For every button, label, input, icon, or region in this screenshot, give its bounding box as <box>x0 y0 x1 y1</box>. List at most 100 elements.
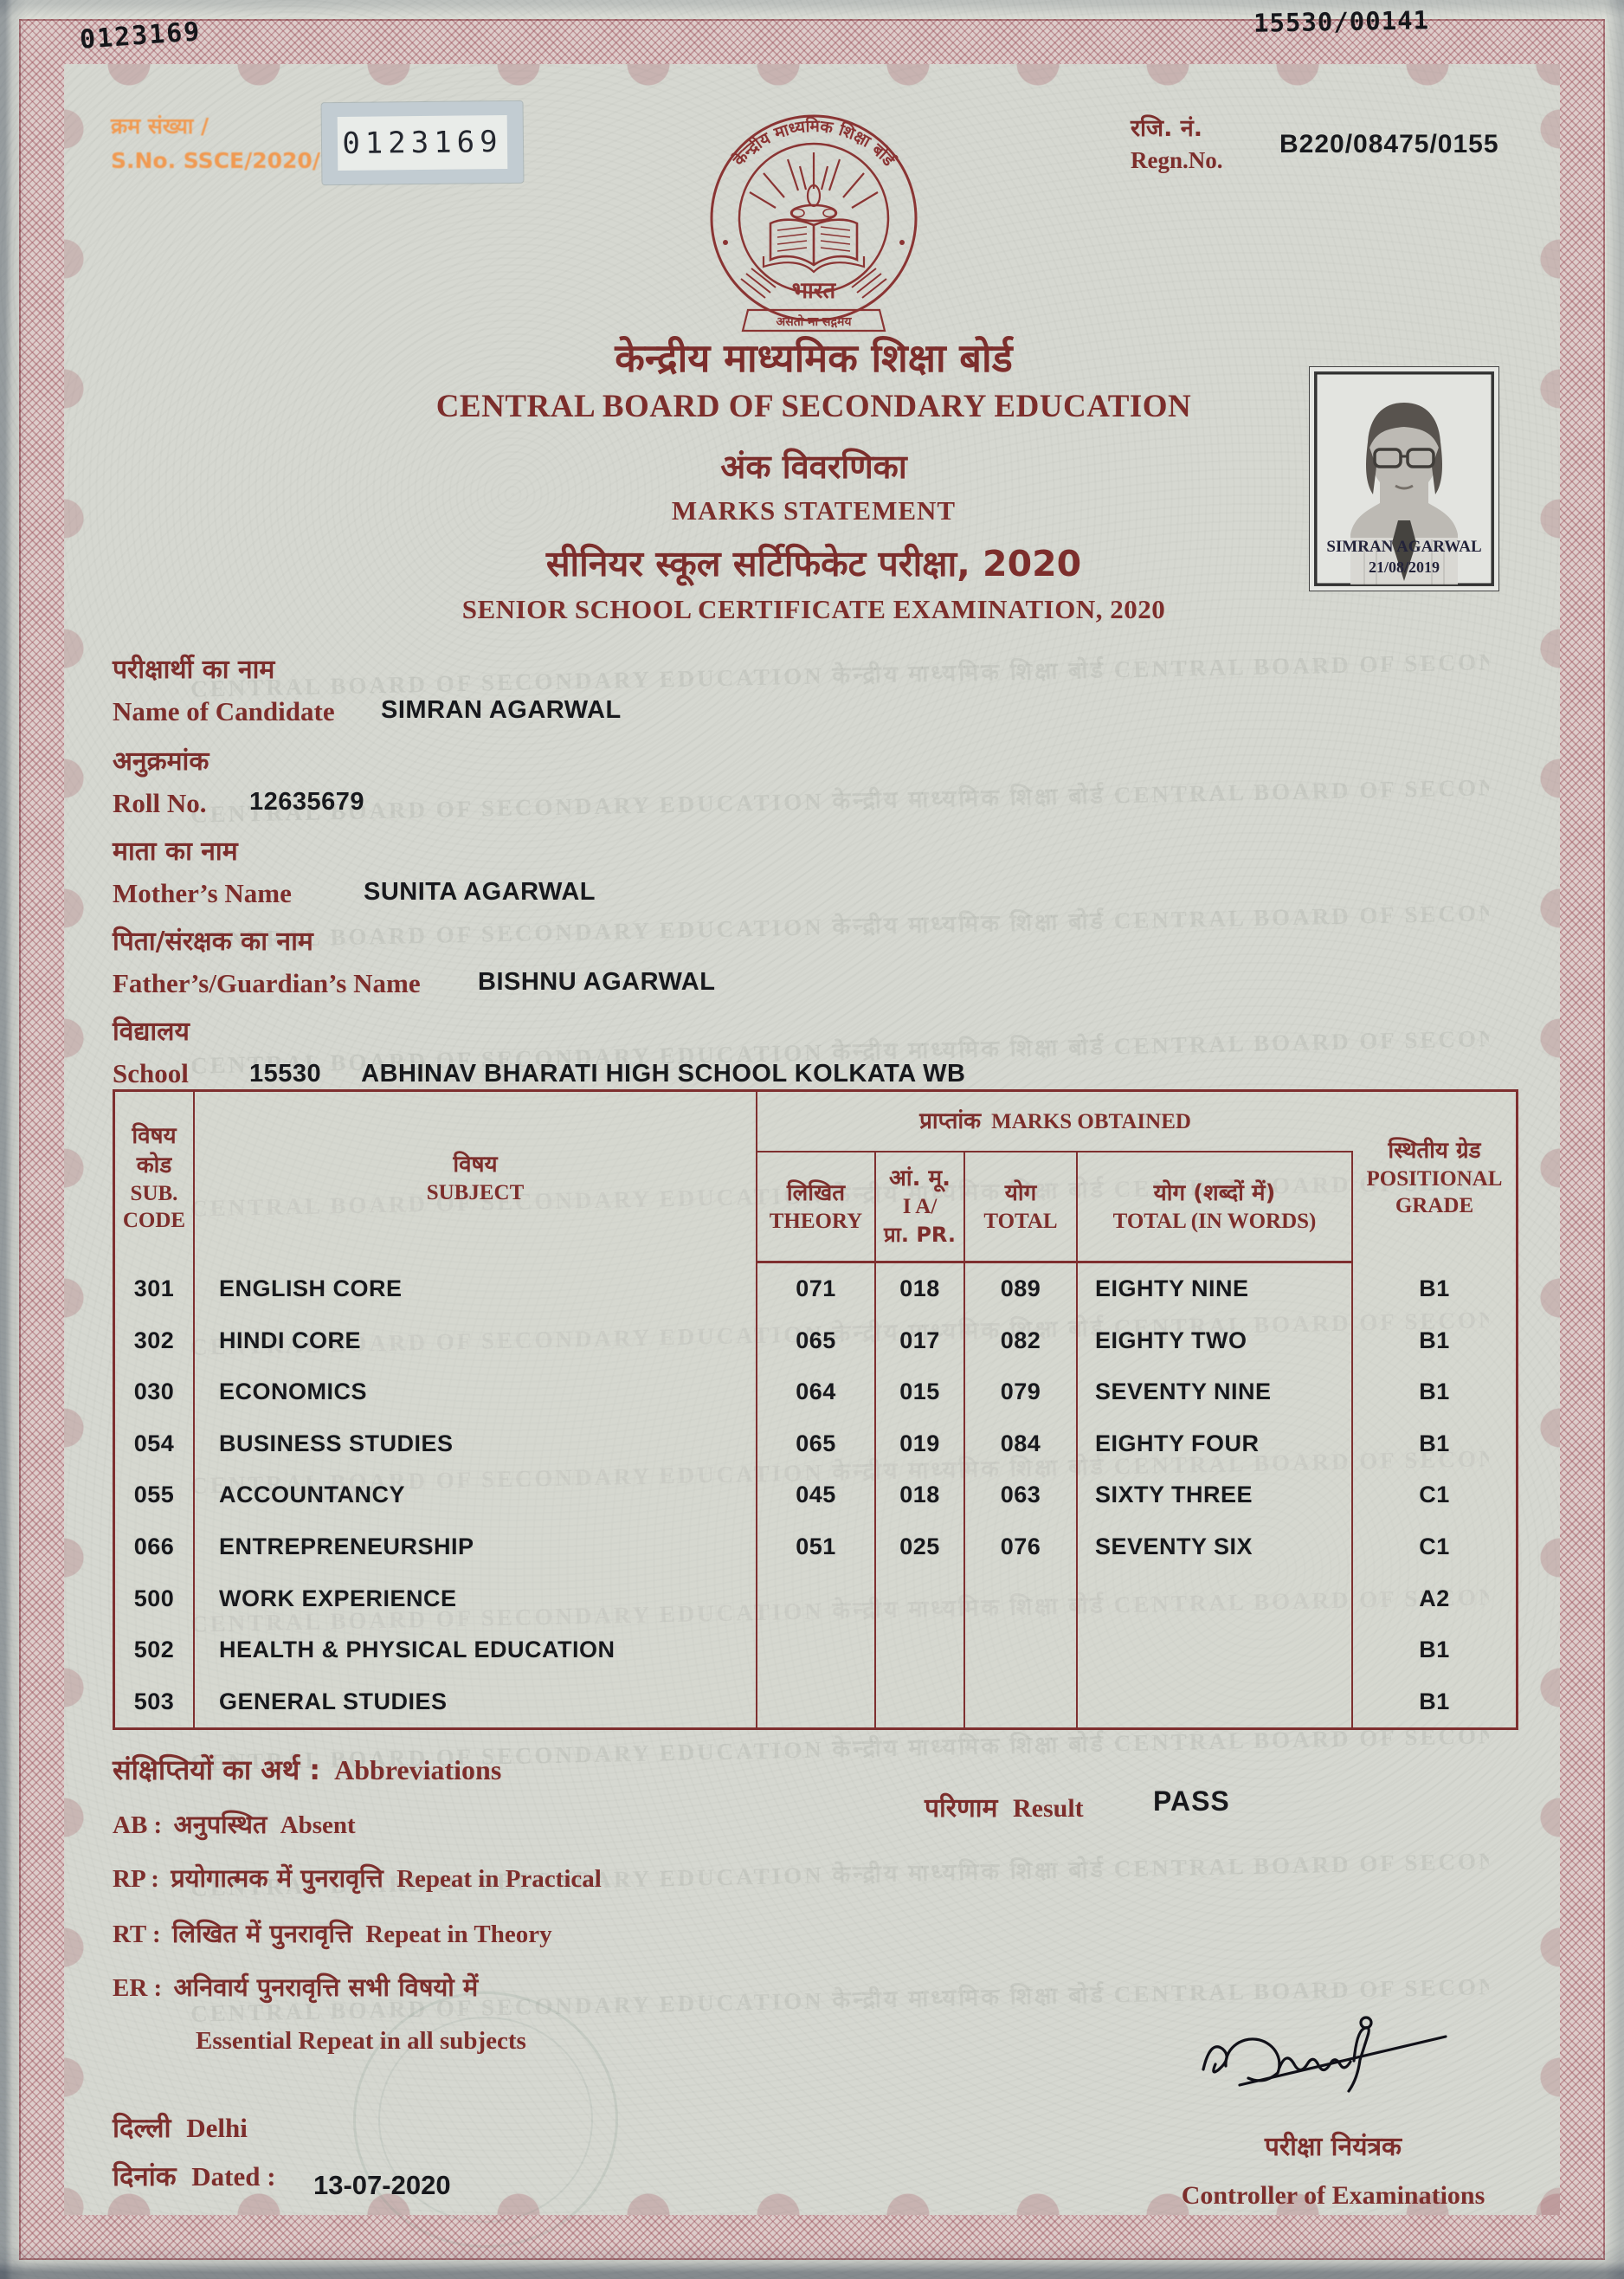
cell-theory: 065 <box>757 1417 876 1470</box>
col-header-grade-en2: GRADE <box>1395 1194 1474 1217</box>
col-header-ia-pr: आं. मू. I A/ प्रा. PR. <box>876 1152 965 1263</box>
cell-code: 301 <box>115 1263 195 1315</box>
abbr-hindi: प्रयोगात्मक में पुनरावृत्ति <box>171 1863 383 1893</box>
abbreviations-title-english: Abbreviations <box>334 1754 502 1785</box>
cell-code: 066 <box>115 1520 195 1573</box>
col-header-subject: विषय SUBJECT <box>195 1092 757 1263</box>
marks-table: विषय कोड SUB. CODE विषय SUBJECT प्राप्ता… <box>113 1089 1518 1730</box>
field-school-label-english: School <box>113 1058 189 1088</box>
cell-words <box>1078 1624 1353 1676</box>
abbreviation-er: ER : अनिवार्य पुनरावृत्ति सभी विषयो में <box>113 1972 478 2003</box>
abbr-code: RP : <box>113 1865 159 1893</box>
dated-english: Dated : <box>191 2161 276 2192</box>
cell-subject: ECONOMICS <box>195 1366 757 1418</box>
col-header-theory-hindi: लिखित <box>786 1180 846 1206</box>
cell-grade: C1 <box>1419 1482 1450 1508</box>
cell-ia: 025 <box>876 1520 965 1573</box>
emblem-motto-text: असतो मा सद्गमय <box>777 314 853 329</box>
field-name-label-hindi: परीक्षार्थी का नाम <box>113 655 275 685</box>
cell-ia: 017 <box>876 1314 965 1367</box>
cell-ia: 018 <box>876 1469 965 1521</box>
field-father-label-english: Father’s/Guardian’s Name <box>113 968 421 998</box>
cell-total <box>965 1572 1078 1624</box>
cell-words <box>1078 1675 1353 1727</box>
controller-title-english: Controller of Examinations <box>1181 2181 1485 2210</box>
cell-total: 076 <box>965 1520 1078 1573</box>
candidate-name-value: SIMRAN AGARWAL <box>381 696 622 724</box>
col-header-grade: स्थितीय ग्रेड POSITIONAL GRADE <box>1353 1092 1516 1263</box>
cell-theory <box>757 1572 876 1624</box>
roll-number-value: 12635679 <box>249 788 365 816</box>
mother-name-value: SUNITA AGARWAL <box>364 878 596 906</box>
cell-subject: BUSINESS STUDIES <box>195 1417 757 1470</box>
exam-title-english: SENIOR SCHOOL CERTIFICATE EXAMINATION, 2… <box>461 594 1166 624</box>
cell-total <box>965 1624 1078 1676</box>
col-header-sub-code: विषय कोड SUB. CODE <box>115 1092 195 1263</box>
cell-words: EIGHTY FOUR <box>1078 1417 1353 1470</box>
field-father-label-hindi: पिता/संरक्षक का नाम <box>113 926 313 957</box>
field-roll-label-hindi: अनुक्रमांक <box>113 746 209 777</box>
form-number-top-right: 15530/00141 <box>1253 5 1430 38</box>
cell-theory: 051 <box>757 1520 876 1573</box>
cell-subject: ACCOUNTANCY <box>195 1469 757 1521</box>
regn-label-hindi: रजि. नं. <box>1131 115 1202 142</box>
col-header-words-english: TOTAL (IN WORDS) <box>1112 1210 1317 1233</box>
abbr-english: Absent <box>280 1811 356 1839</box>
cell-grade: A2 <box>1419 1585 1450 1611</box>
col-header-total-hindi: योग <box>1004 1180 1037 1206</box>
controller-signature <box>1202 2016 1447 2093</box>
cell-total: 063 <box>965 1469 1078 1521</box>
cell-theory <box>757 1675 876 1727</box>
cell-total: 082 <box>965 1314 1078 1367</box>
col-header-sub-code-hindi: विषय कोड <box>132 1123 177 1178</box>
sno-label: क्रम संख्या / S.No. SSCE/2020/ <box>111 109 320 178</box>
col-header-marks-english: MARKS OBTAINED <box>991 1109 1191 1133</box>
result-value: PASS <box>1153 1785 1230 1817</box>
cell-total: 079 <box>965 1366 1078 1418</box>
cell-theory: 071 <box>757 1263 876 1315</box>
field-roll-label: अनुक्रमांक Roll No. <box>113 741 209 824</box>
candidate-photo: SIMRAN AGARWAL 21/08/2019 <box>1310 367 1498 591</box>
abbr-hindi: अनिवार्य पुनरावृत्ति सभी विषयो में <box>173 1972 479 2002</box>
result-label: परिणाम Result <box>925 1789 1084 1824</box>
school-value: 15530 ABHINAV BHARATI HIGH SCHOOL KOLKATA… <box>249 1060 965 1088</box>
field-mother-label: माता का नाम Mother’s Name <box>113 831 292 914</box>
col-header-marks-hindi: प्राप्तांक <box>919 1108 982 1134</box>
abbr-english: Repeat in Practical <box>396 1865 602 1893</box>
col-header-ia-hindi: आं. मू. <box>889 1165 951 1191</box>
col-header-ia-en1: I A/ <box>902 1195 938 1218</box>
controller-title: परीक्षा नियंत्रक Controller of Examinati… <box>1160 2123 1506 2220</box>
abbreviation-rt: RT : लिखित में पुनरावृत्ति Repeat in The… <box>113 1919 552 1949</box>
abbreviation-rp: RP : प्रयोगात्मक में पुनरावृत्ति Repeat … <box>113 1863 602 1894</box>
abbr-hindi: अनुपस्थित <box>173 1810 267 1839</box>
cell-words: EIGHTY NINE <box>1078 1263 1353 1315</box>
cell-subject: HINDI CORE <box>195 1314 757 1367</box>
cell-code: 055 <box>115 1469 195 1521</box>
cell-code: 500 <box>115 1572 195 1624</box>
col-header-total: योग TOTAL <box>965 1152 1078 1263</box>
field-school-label-hindi: विद्यालय <box>113 1017 190 1047</box>
abbr-english: Repeat in Theory <box>365 1921 552 1948</box>
field-father-label: पिता/संरक्षक का नाम Father’s/Guardian’s … <box>113 921 421 1004</box>
regn-value: B220/08475/0155 <box>1279 130 1499 158</box>
col-header-theory-english: THEORY <box>769 1210 863 1233</box>
sno-label-hindi: क्रम संख्या / <box>111 113 209 139</box>
cell-words: SIXTY THREE <box>1078 1469 1353 1521</box>
cell-words: EIGHTY TWO <box>1078 1314 1353 1367</box>
cell-code: 502 <box>115 1624 195 1676</box>
cell-subject: GENERAL STUDIES <box>195 1675 757 1727</box>
cell-ia <box>876 1572 965 1624</box>
school-name: ABHINAV BHARATI HIGH SCHOOL KOLKATA WB <box>361 1060 966 1088</box>
cell-total: 084 <box>965 1417 1078 1470</box>
place-hindi: दिल्ली <box>113 2113 171 2144</box>
cell-ia: 018 <box>876 1263 965 1315</box>
board-name-english: CENTRAL BOARD OF SECONDARY EDUCATION <box>435 389 1192 424</box>
field-school-label: विद्यालय School <box>113 1011 190 1094</box>
doc-title-hindi: अंक विवरणिका <box>720 448 907 486</box>
cell-ia <box>876 1675 965 1727</box>
father-name-value: BISHNU AGARWAL <box>478 968 716 996</box>
school-code: 15530 <box>249 1060 322 1088</box>
cell-ia: 019 <box>876 1417 965 1470</box>
cell-total <box>965 1675 1078 1727</box>
